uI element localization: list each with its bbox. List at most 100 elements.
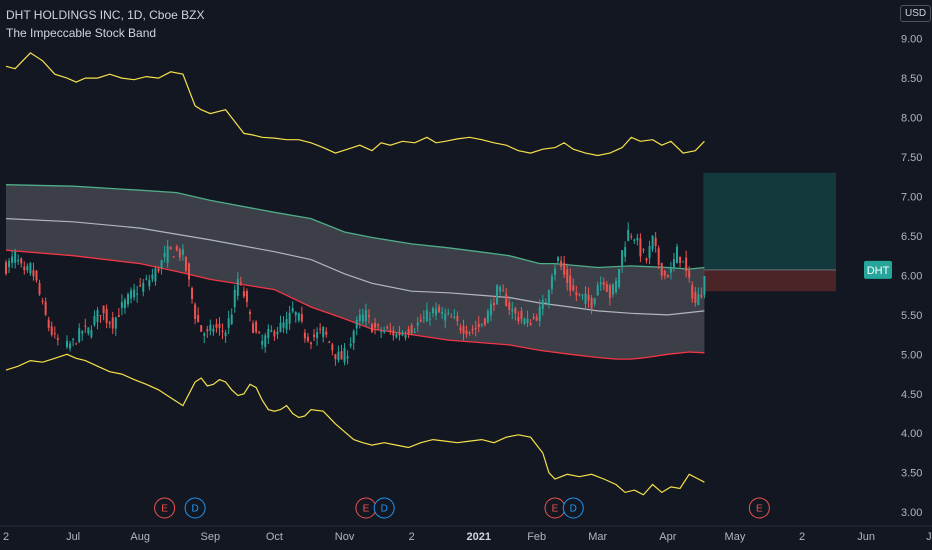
candle	[511, 301, 514, 320]
candle	[432, 306, 434, 318]
candle	[242, 286, 245, 299]
candle	[535, 313, 538, 322]
candle	[191, 286, 194, 304]
stop-area[interactable]	[703, 269, 836, 292]
svg-text:E: E	[756, 504, 763, 515]
candle	[541, 294, 544, 316]
candle	[310, 341, 312, 350]
svg-text:D: D	[381, 504, 388, 515]
indicator-name[interactable]: The Impeccable Stock Band	[6, 26, 157, 40]
candle	[44, 297, 47, 317]
price-tick-label: 8.50	[901, 73, 922, 85]
candle	[66, 335, 68, 349]
time-tick-label: Feb	[527, 531, 546, 543]
time-tick-label: May	[725, 531, 746, 543]
candle	[200, 325, 203, 332]
candle	[676, 243, 678, 264]
candle	[334, 354, 337, 366]
candle	[291, 301, 294, 314]
target-area[interactable]	[703, 172, 836, 270]
candle	[386, 324, 389, 331]
candle	[444, 308, 447, 329]
dividend-marker[interactable]: D	[562, 497, 584, 519]
candlesticks	[5, 222, 706, 366]
candle	[108, 320, 111, 329]
time-tick-label: Apr	[659, 531, 676, 543]
candle	[477, 316, 480, 333]
time-tick-label: Jul	[926, 531, 932, 543]
candle	[72, 337, 75, 347]
candle	[50, 321, 53, 337]
candle	[279, 315, 282, 333]
candle	[331, 342, 334, 356]
ticker-tag[interactable]	[864, 260, 892, 279]
candle	[672, 252, 675, 272]
candle	[453, 309, 456, 320]
candle	[435, 302, 438, 321]
candle	[212, 324, 215, 336]
time-tick-label: Nov	[335, 531, 355, 543]
candle	[130, 287, 133, 304]
candle	[139, 277, 142, 288]
earnings-marker[interactable]: E	[544, 497, 566, 519]
candle	[471, 324, 474, 335]
candle	[578, 293, 581, 297]
dividend-marker[interactable]: D	[184, 497, 206, 519]
candle	[47, 316, 50, 332]
candle	[11, 251, 14, 269]
earnings-marker[interactable]: E	[355, 497, 377, 519]
earnings-marker[interactable]: E	[154, 497, 176, 519]
candle	[529, 319, 532, 326]
candle	[169, 246, 172, 250]
candle	[105, 304, 108, 329]
candle	[660, 262, 663, 280]
candle	[215, 318, 218, 333]
candle	[682, 261, 685, 263]
price-tick-label: 7.00	[901, 192, 922, 204]
candle	[96, 307, 99, 330]
candle	[550, 273, 553, 294]
ticker-tag-label: DHT	[867, 265, 890, 277]
time-axis: 2 Jul Aug Sep Oct Nov 2 2021 Feb Mar Apr May 2 Jun Jul	[0, 525, 932, 543]
candle	[392, 326, 395, 341]
candle	[438, 304, 441, 313]
candle	[474, 320, 477, 337]
candle	[691, 281, 694, 303]
candle	[5, 259, 7, 276]
candle	[447, 308, 450, 316]
candle	[651, 235, 654, 253]
candle	[127, 292, 129, 308]
candle	[496, 284, 499, 305]
earnings-marker[interactable]: E	[748, 497, 770, 519]
symbol-title[interactable]: DHT HOLDINGS INC, 1D, Cboe BZX	[6, 8, 205, 22]
candle	[157, 266, 160, 274]
candle	[145, 274, 148, 281]
candle	[569, 268, 572, 297]
candle	[493, 295, 495, 312]
price-tick-label: 3.00	[901, 507, 922, 519]
currency-button[interactable]: USD	[900, 5, 932, 22]
time-tick-label: 2	[799, 531, 805, 543]
candle	[532, 313, 535, 320]
candle	[270, 325, 273, 333]
candle	[227, 310, 230, 334]
candle	[593, 297, 596, 307]
time-tick-label: Jun	[857, 531, 875, 543]
dividend-marker[interactable]: D	[373, 497, 395, 519]
candle	[572, 278, 575, 292]
candle	[523, 317, 526, 326]
candle	[316, 327, 319, 346]
band-upper-line	[5, 184, 705, 270]
candle	[389, 322, 392, 336]
candle	[352, 329, 355, 351]
candle	[685, 250, 688, 278]
outer-band-lines	[5, 52, 705, 496]
candle	[508, 296, 511, 316]
candle	[398, 326, 401, 341]
candle	[136, 285, 139, 303]
candle	[239, 276, 242, 286]
candle	[666, 274, 669, 278]
candle	[328, 340, 331, 344]
